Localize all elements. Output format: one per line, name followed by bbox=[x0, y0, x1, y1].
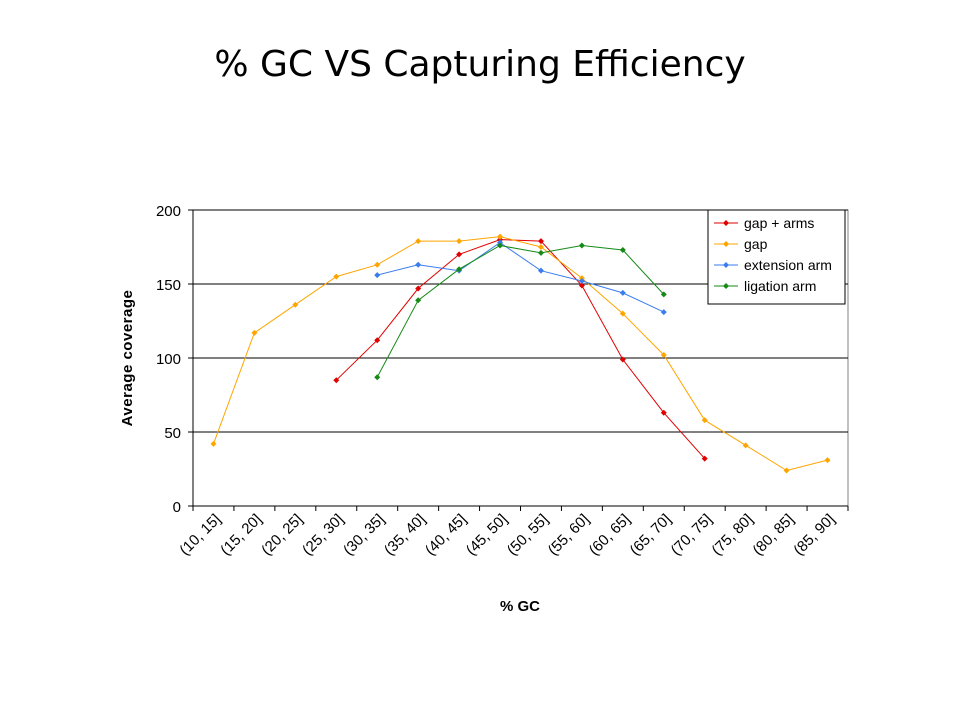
x-tick-label: (15, 20] bbox=[217, 511, 265, 559]
x-tick-label: (10, 15] bbox=[176, 511, 224, 559]
data-point bbox=[456, 251, 463, 258]
series-line bbox=[377, 241, 665, 313]
data-point bbox=[333, 273, 340, 280]
data-point bbox=[251, 329, 258, 336]
x-tick-label: (45, 50] bbox=[463, 511, 511, 559]
legend-swatch-marker bbox=[723, 220, 729, 226]
data-point bbox=[415, 261, 422, 268]
x-tick-label: (60, 65] bbox=[586, 511, 634, 559]
data-point bbox=[578, 242, 585, 249]
x-tick-label: (80, 85] bbox=[749, 511, 797, 559]
data-point bbox=[701, 455, 708, 462]
data-point bbox=[701, 417, 708, 424]
data-point bbox=[456, 238, 463, 245]
series-gap-arms bbox=[333, 236, 708, 462]
x-tick-label: (75, 80] bbox=[708, 511, 756, 559]
x-tick-label: (50, 55] bbox=[504, 511, 552, 559]
x-tick-label: (20, 25] bbox=[258, 511, 306, 559]
data-point bbox=[415, 297, 422, 304]
series-line bbox=[213, 236, 828, 472]
y-tick-label: 150 bbox=[156, 277, 181, 294]
x-tick-label: (25, 30] bbox=[299, 511, 347, 559]
data-point bbox=[374, 374, 381, 381]
legend-box bbox=[707, 209, 846, 305]
data-point bbox=[374, 261, 381, 268]
series-ligation-arm bbox=[374, 242, 667, 381]
data-point bbox=[619, 310, 626, 317]
data-point bbox=[415, 285, 422, 292]
data-point bbox=[497, 233, 504, 240]
data-point bbox=[374, 337, 381, 344]
data-point bbox=[537, 238, 544, 245]
data-point bbox=[660, 309, 667, 316]
data-point bbox=[660, 291, 667, 298]
data-point bbox=[742, 442, 749, 449]
legend: gap + arms gap extension arm ligation arm bbox=[707, 209, 846, 305]
legend-entry: ligation arm bbox=[744, 278, 816, 294]
data-point bbox=[783, 467, 790, 474]
legend-entry: gap + arms bbox=[744, 215, 814, 231]
series-line bbox=[376, 244, 665, 378]
x-tick-label: (40, 45] bbox=[422, 511, 470, 559]
y-tick-label: 200 bbox=[156, 203, 181, 220]
x-tick-label: (85, 90] bbox=[790, 511, 838, 559]
y-axis-title: Average coverage bbox=[119, 290, 136, 427]
legend-entry: gap bbox=[744, 236, 768, 252]
data-point bbox=[824, 457, 831, 464]
data-point bbox=[374, 272, 381, 279]
data-point bbox=[415, 238, 422, 245]
data-point bbox=[537, 267, 544, 274]
data-point bbox=[292, 301, 299, 308]
x-tick-label: (55, 60] bbox=[545, 511, 593, 559]
legend-swatch-marker bbox=[723, 262, 729, 268]
slide-title: % GC VS Capturing Efficiency bbox=[214, 44, 746, 85]
x-tick-label: (30, 35] bbox=[340, 511, 388, 559]
legend-swatch-marker bbox=[723, 241, 729, 247]
data-point bbox=[456, 266, 463, 273]
legend-swatch-marker bbox=[723, 283, 729, 289]
data-point bbox=[578, 282, 585, 289]
data-point bbox=[537, 244, 544, 250]
series-extension-arm bbox=[374, 239, 667, 316]
data-point bbox=[578, 278, 585, 285]
y-tick-label: 100 bbox=[156, 351, 181, 368]
data-point bbox=[660, 409, 667, 416]
data-point bbox=[619, 356, 626, 363]
data-point bbox=[619, 289, 626, 296]
data-point bbox=[333, 377, 340, 384]
y-tick-label: 50 bbox=[164, 425, 181, 442]
x-tick-label: (35, 40] bbox=[381, 511, 429, 559]
data-point bbox=[660, 352, 667, 359]
y-tick-label: 0 bbox=[173, 499, 181, 516]
series-line bbox=[335, 239, 706, 459]
data-point bbox=[619, 246, 626, 253]
x-tick-label: (70, 75] bbox=[668, 511, 716, 559]
x-axis-title: % GC bbox=[500, 598, 540, 615]
x-tick-label: (65, 70] bbox=[627, 511, 675, 559]
data-point bbox=[497, 242, 504, 249]
data-point bbox=[210, 440, 217, 447]
legend-entry: extension arm bbox=[744, 257, 832, 273]
data-point bbox=[537, 249, 544, 256]
